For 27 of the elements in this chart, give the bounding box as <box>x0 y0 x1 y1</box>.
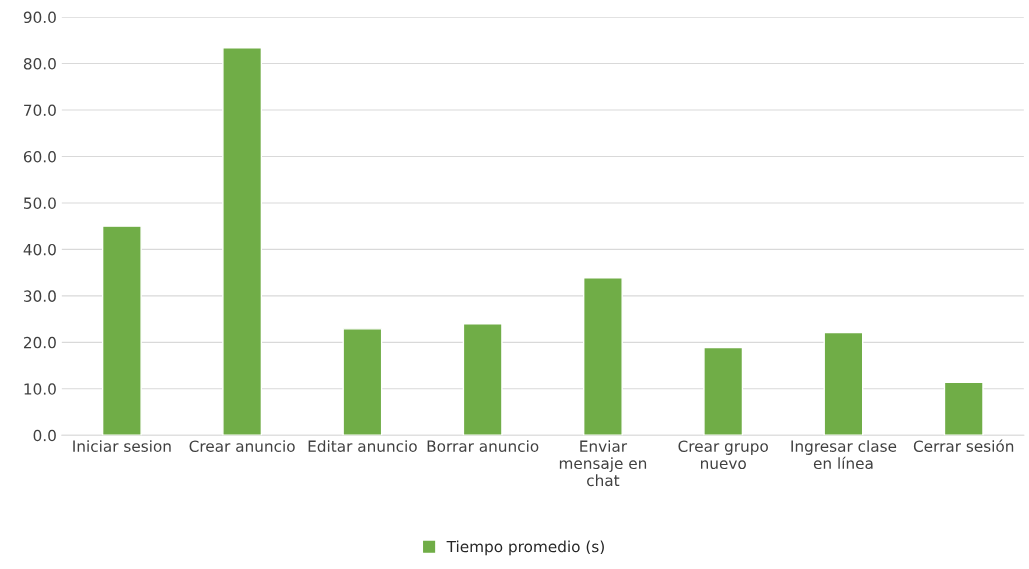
bar <box>823 331 864 436</box>
x-tick-label: Enviar mensaje en chat <box>559 440 647 487</box>
bar <box>342 328 383 436</box>
y-tick-label: 70.0 <box>24 104 56 117</box>
x-tick-label: Crear anuncio <box>189 440 295 452</box>
bar <box>101 225 142 436</box>
legend-label: Tiempo promedio (s) <box>446 540 604 556</box>
y-tick-label: 90.0 <box>23 11 56 24</box>
x-tick-label: Cerrar sesión <box>913 439 1014 452</box>
y-tick-label: 0.0 <box>33 429 56 442</box>
y-tick-label: 50.0 <box>24 197 56 209</box>
bar <box>943 381 984 436</box>
y-tick-label: 20.0 <box>23 336 56 349</box>
x-tick-label: Ingresar clase en línea <box>791 440 897 470</box>
bar <box>582 277 623 436</box>
y-tick-label: 10.0 <box>24 383 56 395</box>
y-tick-label: 80.0 <box>23 58 56 70</box>
x-tick-label: Editar anuncio <box>308 440 417 452</box>
x-tick-label: Crear grupo nuevo <box>678 440 768 470</box>
y-tick-label: 30.0 <box>24 290 56 302</box>
y-tick-label: 40.0 <box>23 243 56 256</box>
x-tick-label: Iniciar sesion <box>73 440 171 452</box>
x-tick-label: Borrar anuncio <box>427 440 539 452</box>
bar <box>703 346 744 436</box>
bar <box>462 323 503 436</box>
bar <box>222 47 263 436</box>
y-tick-label: 60.0 <box>23 150 56 163</box>
